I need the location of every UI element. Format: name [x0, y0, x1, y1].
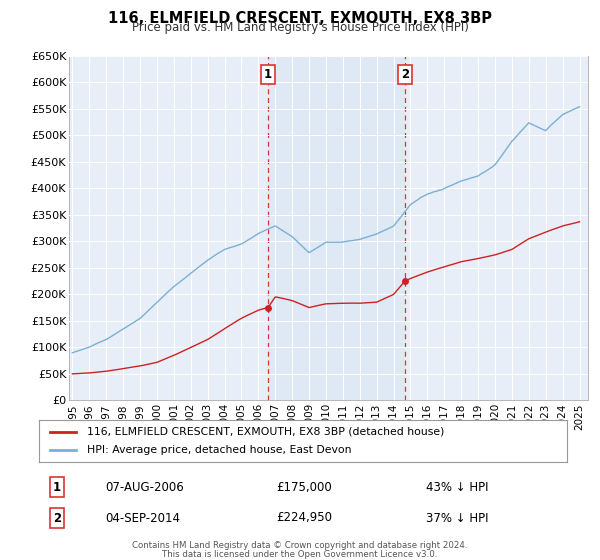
- Text: 07-AUG-2006: 07-AUG-2006: [105, 480, 184, 494]
- Text: 37% ↓ HPI: 37% ↓ HPI: [426, 511, 488, 525]
- Text: This data is licensed under the Open Government Licence v3.0.: This data is licensed under the Open Gov…: [163, 550, 437, 559]
- Text: 1: 1: [264, 68, 272, 81]
- Text: 116, ELMFIELD CRESCENT, EXMOUTH, EX8 3BP: 116, ELMFIELD CRESCENT, EXMOUTH, EX8 3BP: [108, 11, 492, 26]
- Text: £175,000: £175,000: [276, 480, 332, 494]
- Text: 2: 2: [53, 511, 61, 525]
- Text: Contains HM Land Registry data © Crown copyright and database right 2024.: Contains HM Land Registry data © Crown c…: [132, 542, 468, 550]
- Bar: [268, 56, 405, 400]
- Text: 2: 2: [401, 68, 409, 81]
- Text: HPI: Average price, detached house, East Devon: HPI: Average price, detached house, East…: [86, 445, 351, 455]
- Text: 04-SEP-2014: 04-SEP-2014: [105, 511, 180, 525]
- Text: 1: 1: [53, 480, 61, 494]
- Text: 116, ELMFIELD CRESCENT, EXMOUTH, EX8 3BP (detached house): 116, ELMFIELD CRESCENT, EXMOUTH, EX8 3BP…: [86, 427, 444, 437]
- Text: Price paid vs. HM Land Registry's House Price Index (HPI): Price paid vs. HM Land Registry's House …: [131, 21, 469, 34]
- Text: 43% ↓ HPI: 43% ↓ HPI: [426, 480, 488, 494]
- Text: £224,950: £224,950: [276, 511, 332, 525]
